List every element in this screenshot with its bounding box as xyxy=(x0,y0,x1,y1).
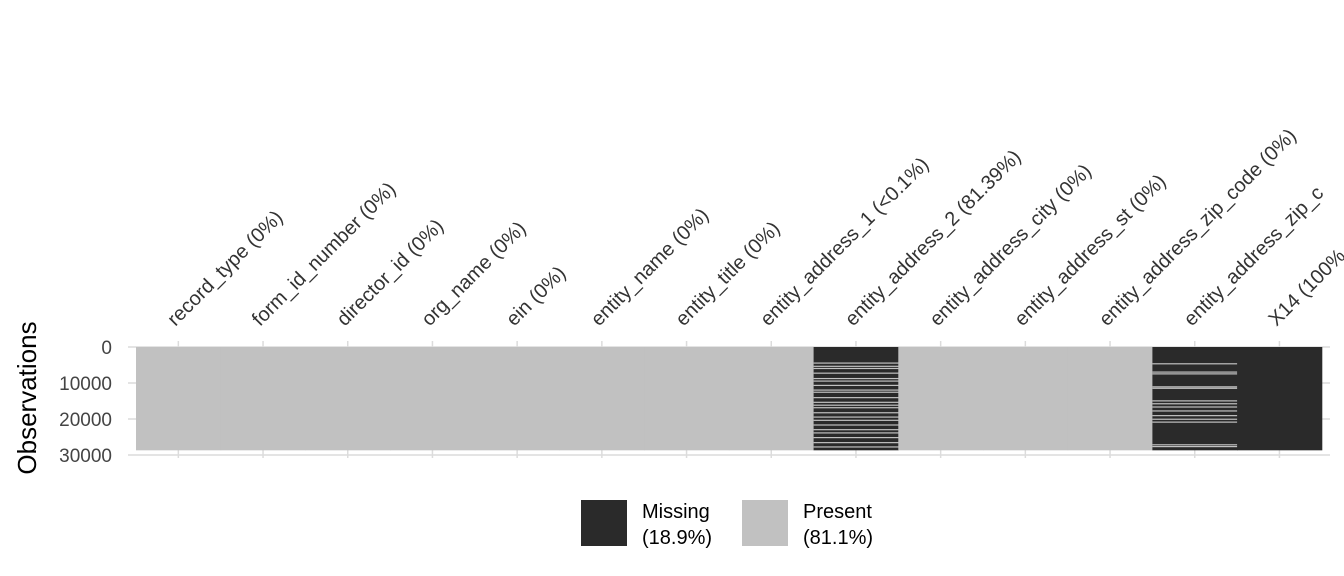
y-tick-label-3: 30000 xyxy=(59,446,112,467)
column-label-9: entity_address_city (0%) xyxy=(926,160,1096,330)
heatmap-column-7 xyxy=(728,347,815,451)
present-line-8-21 xyxy=(813,446,899,448)
present-line-8-20 xyxy=(813,442,899,444)
present-line-8-9 xyxy=(813,397,899,399)
present-line-12-7 xyxy=(1152,406,1238,408)
column-label-1: form_id_number (0%) xyxy=(248,178,400,330)
legend-label-present: Present xyxy=(803,501,872,523)
legend-swatch-present xyxy=(742,500,788,546)
legend-pct-missing: (18.9%) xyxy=(642,527,712,549)
y-tick-label-0: 0 xyxy=(101,338,112,359)
heatmap-column-13 xyxy=(1237,347,1323,451)
heatmap-column-1 xyxy=(220,347,306,451)
present-line-8-1 xyxy=(813,365,899,367)
present-line-12-5 xyxy=(1152,400,1238,402)
present-line-8-2 xyxy=(813,367,899,370)
present-line-12-3 xyxy=(1152,386,1238,388)
legend-swatch-missing xyxy=(581,500,627,546)
present-line-8-5 xyxy=(813,380,899,382)
column-label-8: entity_address_2 (81.39%) xyxy=(841,146,1026,331)
present-line-8-14 xyxy=(813,416,899,418)
heatmap-column-5 xyxy=(559,347,645,451)
present-line-12-2 xyxy=(1152,373,1238,375)
present-line-12-13 xyxy=(1152,446,1238,448)
column-label-12: entity_address_zip_c xyxy=(1180,182,1328,330)
present-line-12-1 xyxy=(1152,371,1238,373)
column-label-7: entity_address_1 (<0.1%) xyxy=(756,153,933,330)
present-line-8-10 xyxy=(813,401,899,403)
legend-pct-present: (81.1%) xyxy=(803,527,873,549)
present-line-12-4 xyxy=(1152,387,1238,389)
heatmap-column-12 xyxy=(1152,347,1238,451)
y-tick-label-2: 20000 xyxy=(59,410,112,431)
y-axis-title: Observations xyxy=(12,321,42,474)
present-line-8-0 xyxy=(813,362,899,364)
legend: Missing (18.9%) Present (81.1%) xyxy=(581,500,873,549)
present-line-12-12 xyxy=(1152,444,1238,446)
heatmap-column-0 xyxy=(136,347,222,451)
column-label-10: entity_address_st (0%) xyxy=(1010,170,1170,330)
present-line-8-16 xyxy=(813,424,899,426)
present-line-12-6 xyxy=(1152,403,1238,405)
y-axis-ticks: 0 10000 20000 30000 xyxy=(59,338,112,467)
present-line-8-8 xyxy=(813,391,899,393)
present-line-12-11 xyxy=(1152,421,1238,423)
present-line-12-8 xyxy=(1152,410,1238,412)
heatmap-column-2 xyxy=(305,347,391,451)
heatmap-column-6 xyxy=(644,347,730,451)
y-tick-label-1: 10000 xyxy=(59,374,112,395)
heatmap-area xyxy=(136,347,1323,451)
present-line-8-4 xyxy=(813,377,899,380)
column-labels: record_type (0%)form_id_number (0%)direc… xyxy=(163,125,1344,331)
present-line-8-6 xyxy=(813,384,899,386)
present-line-8-13 xyxy=(813,412,899,414)
present-line-8-18 xyxy=(813,432,899,434)
column-label-13: X14 (100% xyxy=(1264,245,1344,331)
present-line-8-11 xyxy=(813,404,899,406)
heatmap-column-3 xyxy=(390,347,476,451)
heatmap-column-4 xyxy=(474,347,560,451)
present-line-8-19 xyxy=(813,437,899,439)
heatmap-column-11 xyxy=(1067,347,1153,451)
column-label-4: ein (0%) xyxy=(502,262,570,330)
present-line-12-9 xyxy=(1152,415,1238,417)
present-line-8-12 xyxy=(813,407,899,409)
present-line-8-7 xyxy=(813,389,899,391)
present-line-8-17 xyxy=(813,429,899,431)
heatmap-column-10 xyxy=(983,347,1069,451)
legend-label-missing: Missing xyxy=(642,501,710,523)
present-line-12-10 xyxy=(1152,418,1238,420)
heatmap-column-9 xyxy=(898,347,984,451)
present-line-8-15 xyxy=(813,419,899,421)
present-line-8-3 xyxy=(813,372,899,374)
present-line-12-0 xyxy=(1152,363,1238,365)
